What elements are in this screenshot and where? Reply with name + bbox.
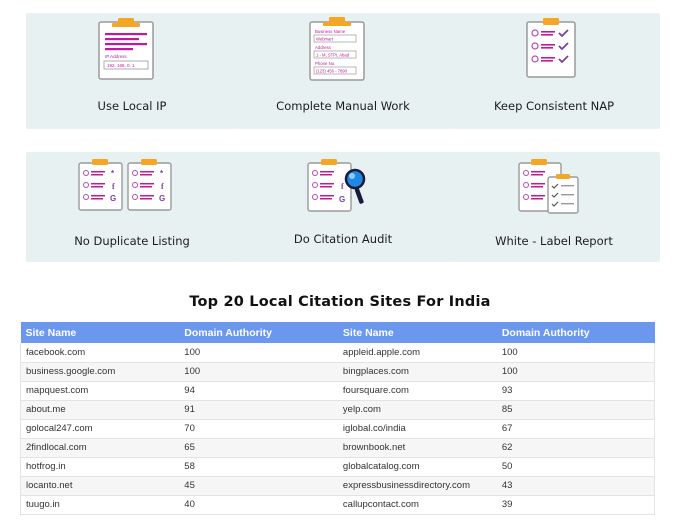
domain-authority-cell: 100: [179, 362, 338, 382]
site-name-cell: about.me: [20, 400, 180, 420]
feature-label: No Duplicate Listing: [74, 234, 190, 248]
domain-authority-cell: 65: [179, 438, 338, 458]
site-name-cell: bingplaces.com: [337, 362, 497, 382]
svg-text:f: f: [112, 182, 115, 191]
site-name-cell: golocal247.com: [20, 419, 180, 439]
domain-authority-cell: 39: [496, 495, 655, 515]
domain-authority-cell: 67: [496, 419, 655, 439]
feature-card-manual-work: Business Name Webmart Address 1 - M, STP…: [237, 13, 449, 129]
checklist-clipboard-icon: [526, 18, 576, 78]
form-phone-value: (123) 456 - 7890: [316, 69, 348, 74]
site-name-cell: business.google.com: [20, 362, 180, 382]
ip-address-heading: IP Address: [105, 54, 127, 59]
table-row: hotfrog.in 58 globalcatalog.com 50: [20, 457, 655, 477]
feature-card-local-ip: IP Address 192. 168. 0. 1 Use Local IP: [26, 13, 238, 129]
site-name-cell: iglobal.co/india: [337, 419, 497, 439]
form-address-value: 1 - M, STPI, Abad: [316, 53, 350, 58]
domain-authority-cell: 100: [496, 343, 655, 363]
feature-label: Keep Consistent NAP: [493, 99, 615, 113]
site-name-cell: 2findlocal.com: [20, 438, 180, 458]
feature-label: Use Local IP: [97, 99, 167, 113]
feature-card-consistent-nap: Keep Consistent NAP: [448, 13, 660, 129]
domain-authority-cell: 100: [179, 343, 338, 363]
domain-authority-cell: 94: [179, 381, 338, 401]
site-name-cell: hotfrog.in: [20, 457, 180, 477]
domain-authority-cell: 91: [179, 400, 338, 420]
site-name-cell: facebook.com: [20, 343, 180, 363]
site-name-cell: expressbusinessdirectory.com: [337, 476, 497, 496]
column-header-domain-authority: Domain Authority: [179, 322, 338, 343]
ip-address-value: 192. 168. 0. 1: [107, 63, 135, 68]
domain-authority-cell: 43: [496, 476, 655, 496]
site-name-cell: foursquare.com: [337, 381, 497, 401]
table-row: tuugo.in 40 callupcontact.com 39: [20, 495, 655, 515]
column-header-site-name: Site Name: [20, 322, 180, 343]
ip-address-clipboard-icon: IP Address 192. 168. 0. 1: [98, 18, 154, 80]
business-form-clipboard-icon: Business Name Webmart Address 1 - M, STP…: [309, 17, 365, 81]
column-header-domain-authority: Domain Authority: [496, 322, 655, 343]
site-name-cell: brownbook.net: [337, 438, 497, 458]
domain-authority-cell: 93: [496, 381, 655, 401]
form-business-name-label: Business Name: [315, 29, 346, 34]
svg-text:*: *: [111, 169, 115, 178]
domain-authority-cell: 85: [496, 400, 655, 420]
feature-label: Complete Manual Work: [276, 99, 410, 113]
domain-authority-cell: 62: [496, 438, 655, 458]
site-name-cell: yelp.com: [337, 400, 497, 420]
svg-text:G: G: [110, 194, 116, 203]
feature-label: Do Citation Audit: [293, 232, 393, 246]
svg-text:G: G: [339, 195, 345, 204]
duplicate-clipboards-icon: * f G * f G: [78, 159, 172, 211]
table-row: facebook.com 100 appleid.apple.com 100: [20, 343, 655, 363]
site-name-cell: mapquest.com: [20, 381, 180, 401]
form-business-name-value: Webmart: [316, 37, 334, 42]
domain-authority-cell: 100: [496, 362, 655, 382]
svg-text:f: f: [161, 182, 164, 191]
site-name-cell: tuugo.in: [20, 495, 180, 515]
column-header-site-name: Site Name: [337, 322, 497, 343]
form-phone-label: Phone No.: [315, 61, 335, 66]
table-row: about.me 91 yelp.com 85: [20, 400, 655, 420]
domain-authority-cell: 50: [496, 457, 655, 477]
table-row: business.google.com 100 bingplaces.com 1…: [20, 362, 655, 382]
site-name-cell: locanto.net: [20, 476, 180, 496]
feature-card-citation-audit: f G Do Citation Audit: [237, 152, 449, 262]
site-name-cell: globalcatalog.com: [337, 457, 497, 477]
report-clipboards-icon: [518, 159, 579, 214]
feature-card-no-duplicate: * f G * f G No Duplicate Listing: [26, 152, 238, 262]
table-header-row: Site Name Domain Authority Site Name Dom…: [20, 322, 655, 343]
table-row: golocal247.com 70 iglobal.co/india 67: [20, 419, 655, 439]
domain-authority-cell: 40: [179, 495, 338, 515]
table-title: Top 20 Local Citation Sites For India: [189, 294, 491, 310]
audit-magnifier-clipboard-icon: f G: [307, 159, 366, 212]
domain-authority-cell: 70: [179, 419, 338, 439]
table-row: locanto.net 45 expressbusinessdirectory.…: [20, 476, 655, 496]
site-name-cell: appleid.apple.com: [337, 343, 497, 363]
svg-text:f: f: [341, 182, 344, 191]
table-row: mapquest.com 94 foursquare.com 93: [20, 381, 655, 401]
domain-authority-cell: 45: [179, 476, 338, 496]
table-row: 2findlocal.com 65 brownbook.net 62: [20, 438, 655, 458]
svg-text:G: G: [159, 194, 165, 203]
svg-text:*: *: [160, 169, 164, 178]
site-name-cell: callupcontact.com: [337, 495, 497, 515]
form-address-label: Address: [315, 45, 331, 50]
feature-card-white-label-report: White - Label Report: [448, 152, 660, 262]
domain-authority-cell: 58: [179, 457, 338, 477]
feature-label: White - Label Report: [495, 234, 613, 248]
citation-sites-table: Site Name Domain Authority Site Name Dom…: [20, 322, 655, 515]
